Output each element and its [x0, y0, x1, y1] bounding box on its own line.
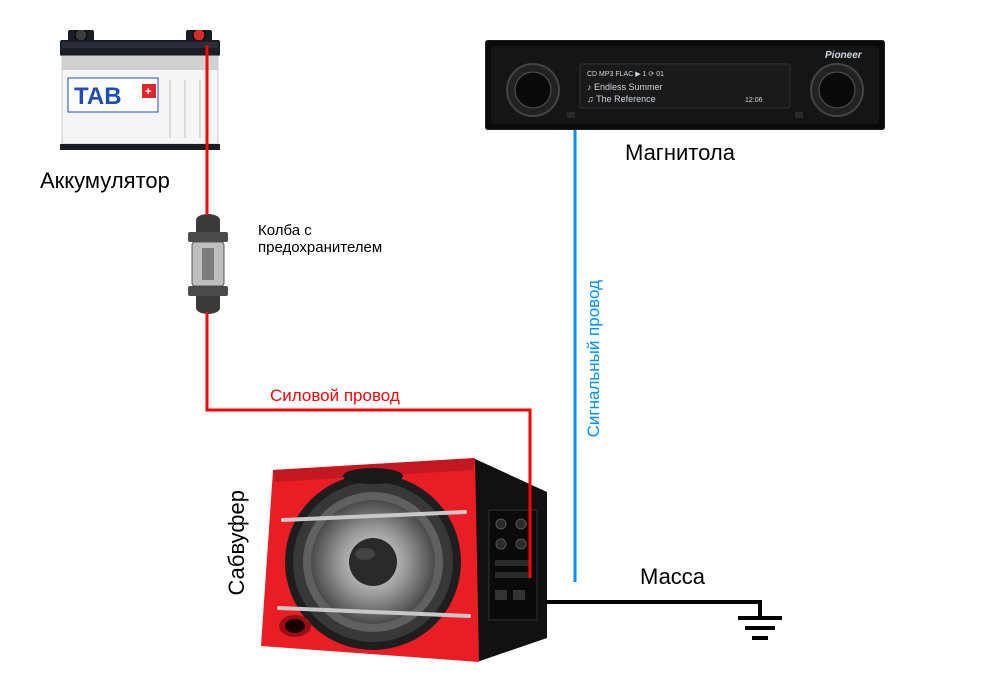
- svg-text:12:06: 12:06: [745, 97, 763, 104]
- svg-text:♫ The Reference: ♫ The Reference: [587, 94, 656, 104]
- power-wire-label: Силовой провод: [270, 386, 400, 406]
- battery-label: Аккумулятор: [40, 168, 170, 194]
- battery: TAB +: [60, 30, 220, 150]
- ground-symbol: [738, 618, 782, 638]
- signal-wire-label: Сигнальный провод: [584, 280, 604, 437]
- svg-text:TAB: TAB: [74, 83, 122, 110]
- svg-text:CD MP3 FLAC ▶ 1 ⟳ 0: CD MP3 FLAC ▶ 1 ⟳ 01: [587, 71, 664, 78]
- headunit: Pioneer CD MP3 FLAC ▶ 1 ⟳ 01 ♪ Endless S…: [485, 40, 885, 130]
- svg-text:♪ Endless Summer: ♪ Endless Summer: [587, 82, 663, 92]
- svg-text:Pioneer: Pioneer: [825, 50, 863, 61]
- ground-wire: [546, 602, 760, 616]
- ground-label: Масса: [640, 564, 705, 590]
- fuse-holder: [178, 208, 238, 318]
- svg-text:+: +: [145, 86, 151, 98]
- subwoofer-label: Сабвуфер: [224, 490, 250, 596]
- subwoofer: [255, 440, 555, 670]
- headunit-label: Магнитола: [625, 140, 735, 166]
- fuse-label: Колба с предохранителем: [258, 222, 382, 256]
